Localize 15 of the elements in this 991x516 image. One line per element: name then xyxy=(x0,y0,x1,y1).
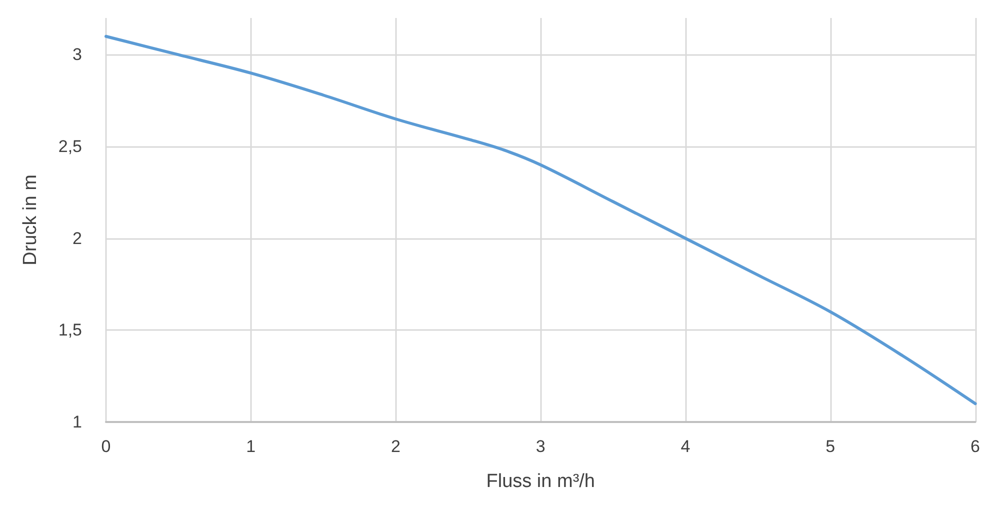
y-tick-label: 3 xyxy=(72,45,82,64)
x-tick-label: 2 xyxy=(391,437,400,456)
y-axis-title: Druck in m xyxy=(20,174,41,266)
x-tick-label: 5 xyxy=(826,437,836,456)
x-axis-title: Fluss in m³/h xyxy=(486,471,596,492)
y-tick-label: 2,5 xyxy=(58,137,82,156)
y-tick-label: 2 xyxy=(72,228,82,248)
y-tick-label: 1 xyxy=(72,412,82,432)
x-tick-label: 0 xyxy=(101,437,111,456)
x-tick-label: 1 xyxy=(246,437,256,456)
line-series xyxy=(104,34,977,406)
x-tick-label: 4 xyxy=(680,437,690,456)
x-tick-label: 6 xyxy=(970,437,980,456)
x-tick-label: 3 xyxy=(536,437,546,456)
y-tick-label: 1,5 xyxy=(58,320,82,340)
